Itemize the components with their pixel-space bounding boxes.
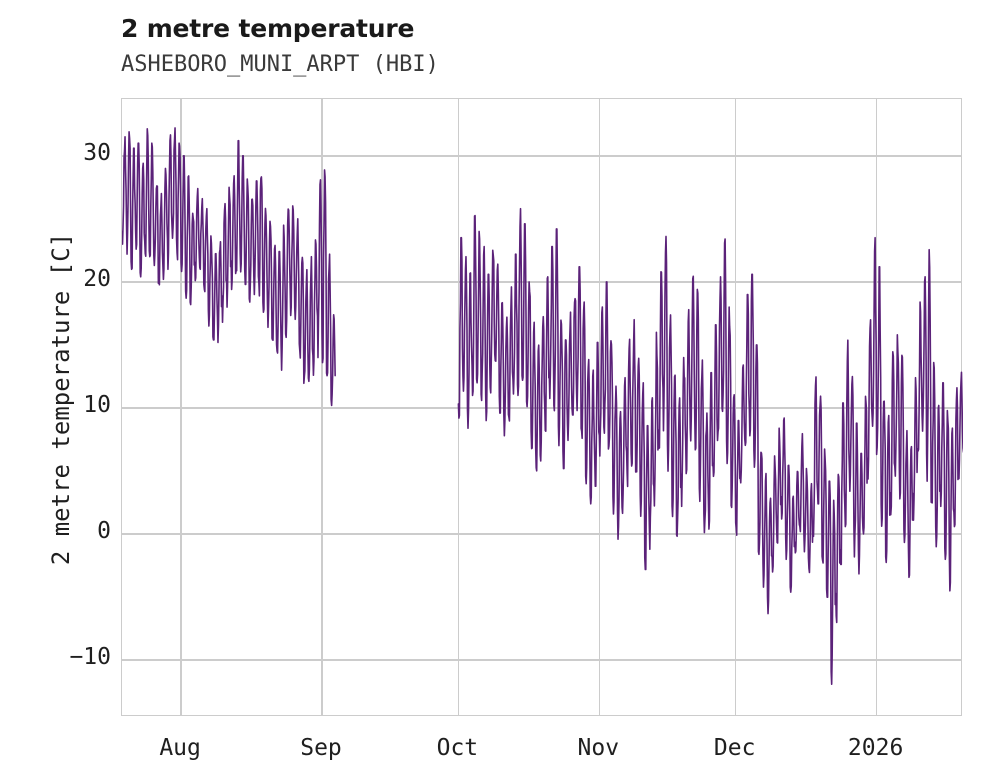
page-title: 2 metre temperature: [121, 14, 415, 43]
y-axis-ticks: −10 0 10 20 30: [7, 98, 111, 716]
gridline-vertical: [321, 99, 323, 715]
temperature-series: [122, 127, 963, 686]
x-tick-label: Dec: [713, 735, 756, 761]
y-tick-label: 10: [83, 392, 111, 418]
plot-area: [121, 98, 963, 716]
y-tick-label: −10: [69, 644, 111, 671]
y-tick-label: 20: [83, 265, 111, 292]
x-axis-ticks: Aug Sep Oct Nov Dec 2026: [121, 735, 962, 769]
gridline-horizontal: [122, 155, 961, 157]
x-tick-label: Oct: [436, 735, 479, 761]
x-tick-label: Sep: [300, 735, 342, 761]
y-tick-label: 0: [97, 518, 111, 545]
gridline-horizontal: [122, 659, 961, 661]
gridline-horizontal: [122, 281, 961, 283]
x-tick-label: Nov: [577, 735, 620, 761]
gridline-vertical: [180, 99, 182, 715]
y-tick-label: 30: [83, 139, 111, 166]
series-line: [457, 207, 963, 686]
x-tick-label: 2026: [847, 735, 904, 761]
gridline-horizontal: [122, 533, 961, 535]
gridline-vertical: [734, 99, 737, 715]
x-tick-label: Aug: [159, 735, 201, 761]
series-line: [122, 127, 336, 407]
chart-subtitle: ASHEBORO_MUNI_ARPT (HBI): [121, 52, 439, 77]
